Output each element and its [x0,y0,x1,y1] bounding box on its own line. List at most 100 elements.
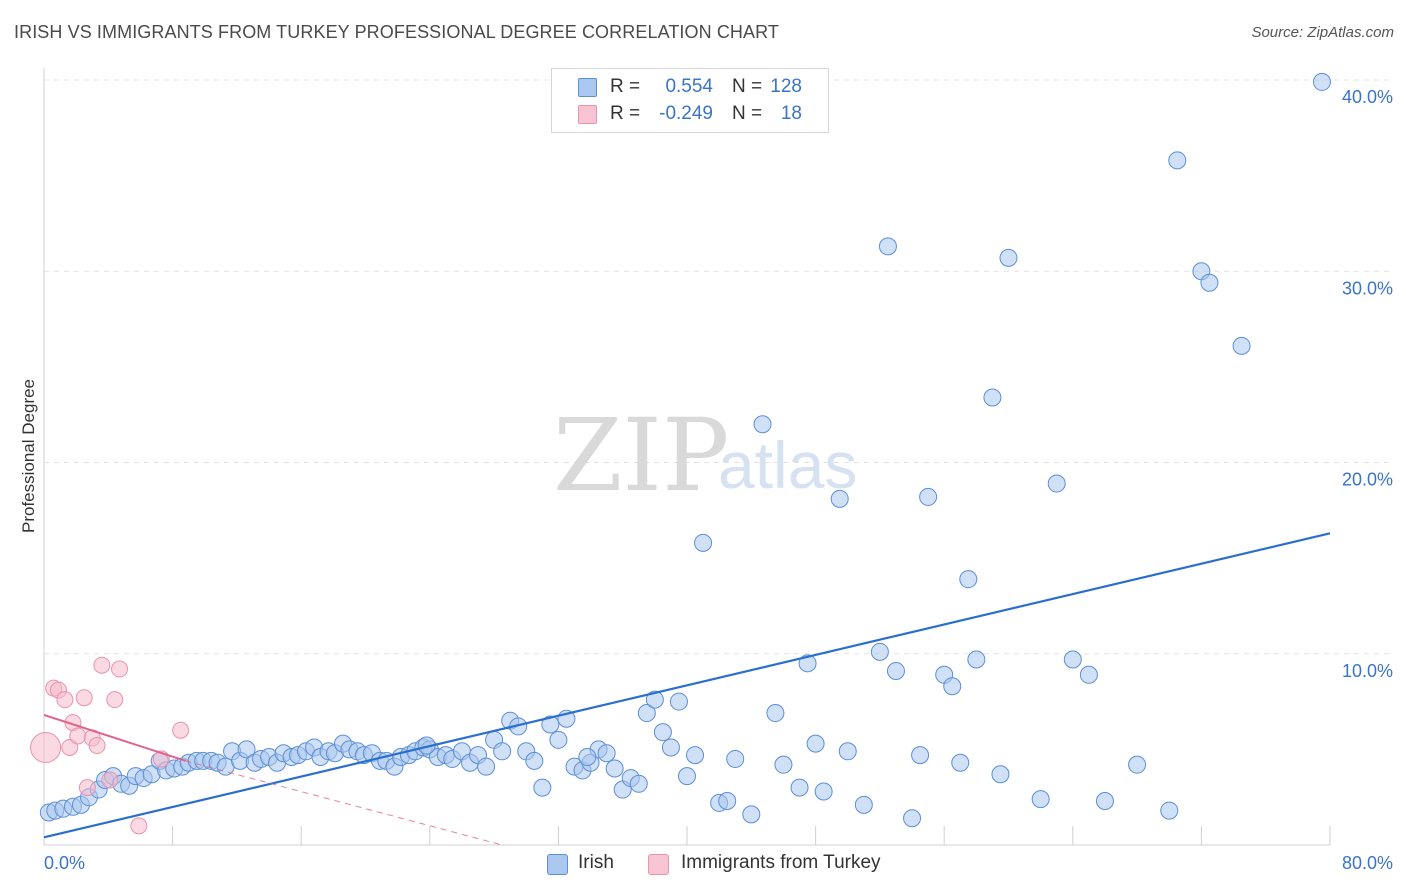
irish-point [870,642,889,661]
irish-point [838,742,857,761]
irish-legend-label: Irish [578,852,614,873]
irish-point [753,415,772,434]
irish-point [903,809,922,828]
turkey-legend-swatch [648,854,669,875]
irish-point [830,489,849,508]
chart-title: IRISH VS IMMIGRANTS FROM TURKEY PROFESSI… [14,22,780,42]
legend-row-turkey: R = -0.249 N = 18 [552,101,828,127]
irish-point [653,723,672,742]
y-tick-label: 30.0% [1342,278,1393,298]
irish-point [525,751,544,770]
turkey-point [111,660,129,678]
irish-point [742,805,761,824]
irish-point [661,738,680,757]
y-tick-label: 20.0% [1342,470,1393,490]
irish-point [999,248,1018,267]
turkey-legend-label: Immigrants from Turkey [681,852,881,873]
turkey-point [172,721,190,739]
irish-point [477,757,496,776]
irish-point [943,677,962,696]
irish-point [237,740,256,759]
x-axis-tick-labels: 0.0% 80.0% [44,853,1393,873]
irish-point [1063,650,1082,669]
turkey-trend-extension [185,760,503,846]
turkey-point [30,731,62,763]
x-axis-ticks [172,826,1331,845]
turkey-point [101,771,119,789]
irish-point [645,690,664,709]
legend-r-value: 0.554 [665,76,713,97]
irish-point [854,795,873,814]
irish-point [1128,755,1147,774]
legend-n-label: N = [732,103,763,124]
irish-point [983,388,1002,407]
legend-n-label: N = [732,76,763,97]
irish-point [1160,801,1179,820]
watermark-atlas: atlas [718,428,857,502]
irish-point [1031,790,1050,809]
irish-point [1200,273,1219,292]
irish-point [798,654,817,673]
irish-point [1312,72,1331,91]
legend-row-irish: R = 0.554 N = 128 [552,74,828,100]
grid-lines [44,79,1392,655]
irish-point [533,778,552,797]
irish-point [1168,151,1187,170]
irish-point [493,742,512,761]
y-tick-label: 40.0% [1342,87,1393,107]
irish-point [967,650,986,669]
irish-point [1047,474,1066,493]
x-tick-label: 0.0% [44,853,85,873]
irish-point [991,765,1010,784]
legend-n-value: 18 [780,103,802,124]
source-label: Source: ZipAtlas.com [1251,24,1394,41]
turkey-point [106,691,124,709]
watermark-zip: ZIP [553,397,729,514]
irish-point [597,744,616,763]
irish-point [959,570,978,589]
stats-legend: R = 0.554 N = 128 R = -0.249 N = 18 [551,68,829,133]
turkey-point [130,817,148,835]
irish-point [605,759,624,778]
irish-point [1232,336,1251,355]
irish-point [886,661,905,680]
irish-point [669,692,688,711]
irish-point [814,782,833,801]
irish-swatch [578,78,597,97]
y-axis-tick-labels: 10.0% 20.0% 30.0% 40.0% [1342,87,1393,681]
trend-lines [43,532,1331,846]
irish-point [629,774,648,793]
y-tick-label: 10.0% [1342,661,1393,681]
irish-legend-swatch [547,854,568,875]
turkey-point [93,656,111,674]
irish-point [790,778,809,797]
irish-point [1079,665,1098,684]
irish-point [549,730,568,749]
irish-point [578,748,597,767]
turkey-point [69,727,87,745]
irish-point [919,487,938,506]
irish-point [541,715,560,734]
irish-point [951,753,970,772]
irish-point [766,704,785,723]
y-axis-label: Professional Degree [19,379,38,533]
irish-points [39,72,1331,828]
turkey-point [75,689,93,707]
irish-point [878,237,897,256]
irish-point [1095,792,1114,811]
x-tick-label: 80.0% [1342,853,1393,873]
irish-point [806,734,825,753]
irish-point [678,767,696,786]
turkey-points [30,656,190,835]
turkey-trend-line [43,713,186,762]
legend-r-label: R = [610,76,641,97]
irish-point [637,704,656,723]
irish-point [686,746,705,765]
irish-point [726,749,745,768]
turkey-swatch [578,105,597,124]
legend-r-value: -0.249 [659,103,713,124]
turkey-point [56,691,74,709]
turkey-point [78,779,96,797]
irish-point [694,533,713,552]
